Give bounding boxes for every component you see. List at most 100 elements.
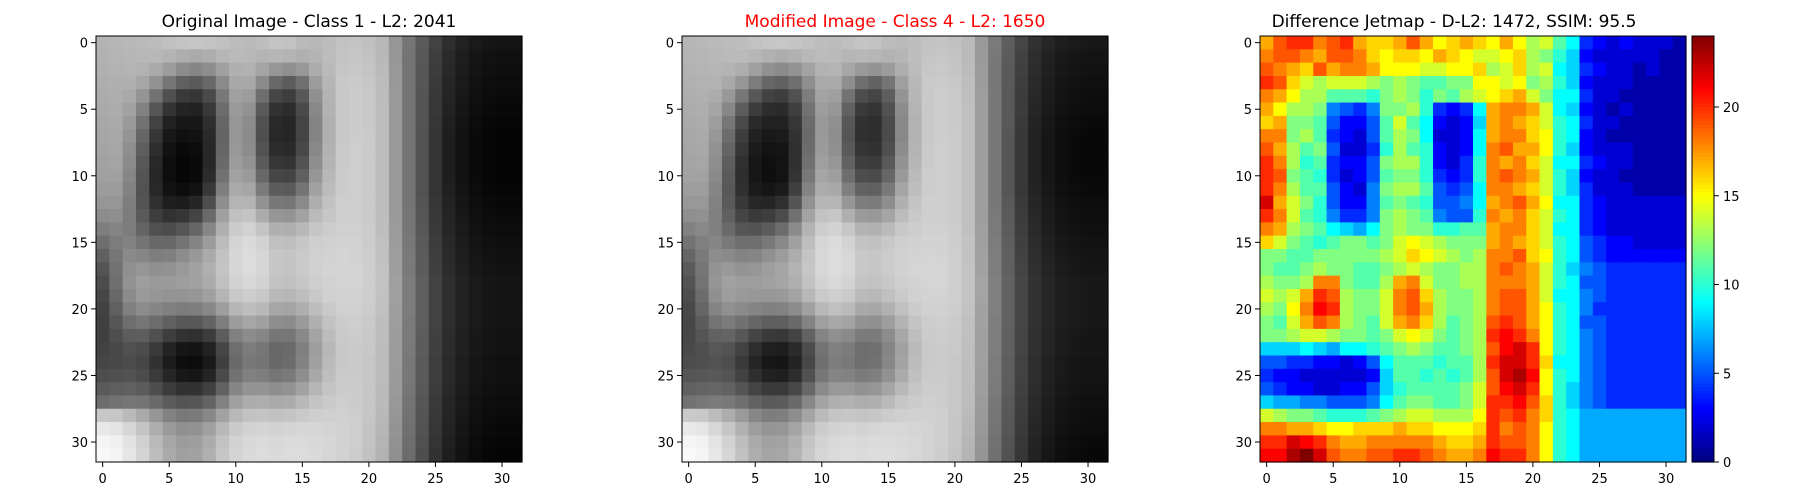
heatmap-cell [908,49,923,64]
heatmap-cell [1353,62,1368,77]
heatmap-cell [1406,195,1421,210]
heatmap-cell [415,235,430,250]
heatmap-cell [1366,368,1381,383]
heatmap-cell [1672,75,1687,90]
heatmap-cell [921,448,936,463]
heatmap-cell [1366,355,1381,370]
heatmap-cell [934,382,949,397]
heatmap-cell [96,262,110,277]
heatmap-cell [362,395,377,410]
heatmap-cell [1260,222,1274,237]
heatmap-cell [508,49,523,64]
heatmap-cell [815,275,830,290]
heatmap-cell [1273,222,1288,237]
colorbar-segment [1692,110,1714,115]
heatmap-cell [708,315,723,330]
heatmap-cell [895,195,909,210]
heatmap-cell [149,155,164,170]
heatmap-cell [841,328,856,343]
heatmap-cell [1499,49,1514,64]
heatmap-cell [1379,382,1394,397]
heatmap-cell [1366,395,1381,410]
heatmap-cell [415,448,430,463]
heatmap-cell [895,222,909,237]
heatmap-cell [921,209,936,223]
heatmap-cell [1028,262,1043,277]
heatmap-cell [841,408,856,423]
heatmap-cell [309,302,323,317]
heatmap-cell [1606,222,1621,237]
heatmap-cell [202,222,217,237]
heatmap-cell [442,422,457,436]
heatmap-cell [1552,75,1567,90]
heatmap-cell [162,262,177,277]
heatmap-cell [1512,62,1527,77]
heatmap-cell [748,195,763,210]
heatmap-cell [1619,249,1634,263]
heatmap-cell [1672,195,1687,210]
heatmap-cell [1579,102,1594,117]
heatmap-cell [1419,262,1434,277]
x-tick-label: 10 [1392,472,1409,487]
heatmap-cell [335,142,350,157]
heatmap-cell [855,262,869,277]
heatmap-cell [855,209,869,223]
heatmap-cell [948,62,963,77]
heatmap-cell [682,182,696,197]
heatmap-cell [1406,155,1421,170]
heatmap-cell [855,155,869,170]
heatmap-cell [801,448,816,463]
heatmap-cell [1499,315,1514,330]
heatmap-cell [735,36,750,50]
heatmap-cell [402,408,417,423]
heatmap-cell [348,89,363,104]
heatmap-cell [1068,275,1082,290]
heatmap-cell [695,115,710,130]
heatmap-cell [828,355,843,370]
heatmap-cell [255,75,270,90]
heatmap-cell [375,102,390,117]
colorbar-segment [1692,348,1714,353]
heatmap-cell [1068,435,1082,450]
heatmap-cell [1326,49,1341,64]
colorbar-segment [1692,263,1714,268]
heatmap-cell [162,302,177,317]
panel-difference: Difference Jetmap - D-L2: 1472, SSIM: 95… [1235,12,1687,487]
heatmap-cell [1646,155,1660,170]
heatmap-cell [1579,302,1594,317]
heatmap-cell [428,155,443,170]
heatmap-cell [1659,395,1674,410]
heatmap-cell [388,315,403,330]
heatmap-cell [1619,115,1634,130]
heatmap-cell [348,115,363,130]
heatmap-cell [1313,89,1328,104]
heatmap-cell [1001,62,1016,77]
heatmap-cell [908,422,923,436]
heatmap-cell [1646,448,1660,463]
heatmap-cell [362,408,377,423]
heatmap-cell [1486,422,1501,436]
heatmap-cell [1353,275,1368,290]
heatmap-cell [1499,195,1514,210]
heatmap-cell [229,368,244,383]
heatmap-cell [402,422,417,436]
colorbar-segment [1692,380,1714,385]
heatmap-cell [1619,435,1634,450]
heatmap-cell [841,275,856,290]
heatmap-cell [109,302,124,317]
heatmap-cell [1094,142,1109,157]
heatmap-cell [255,49,270,64]
heatmap-cell [135,115,150,130]
heatmap-cell [388,155,403,170]
heatmap-cell [202,249,217,263]
heatmap-cell [96,155,110,170]
heatmap-cell [1499,288,1514,303]
heatmap-cell [1473,288,1487,303]
heatmap-cell [415,262,430,277]
heatmap-cell [1552,36,1567,50]
heatmap-cell [1526,262,1541,277]
heatmap-cell [708,249,723,263]
heatmap-cell [1592,408,1607,423]
heatmap-cell [388,395,403,410]
heatmap-cell [388,75,403,90]
